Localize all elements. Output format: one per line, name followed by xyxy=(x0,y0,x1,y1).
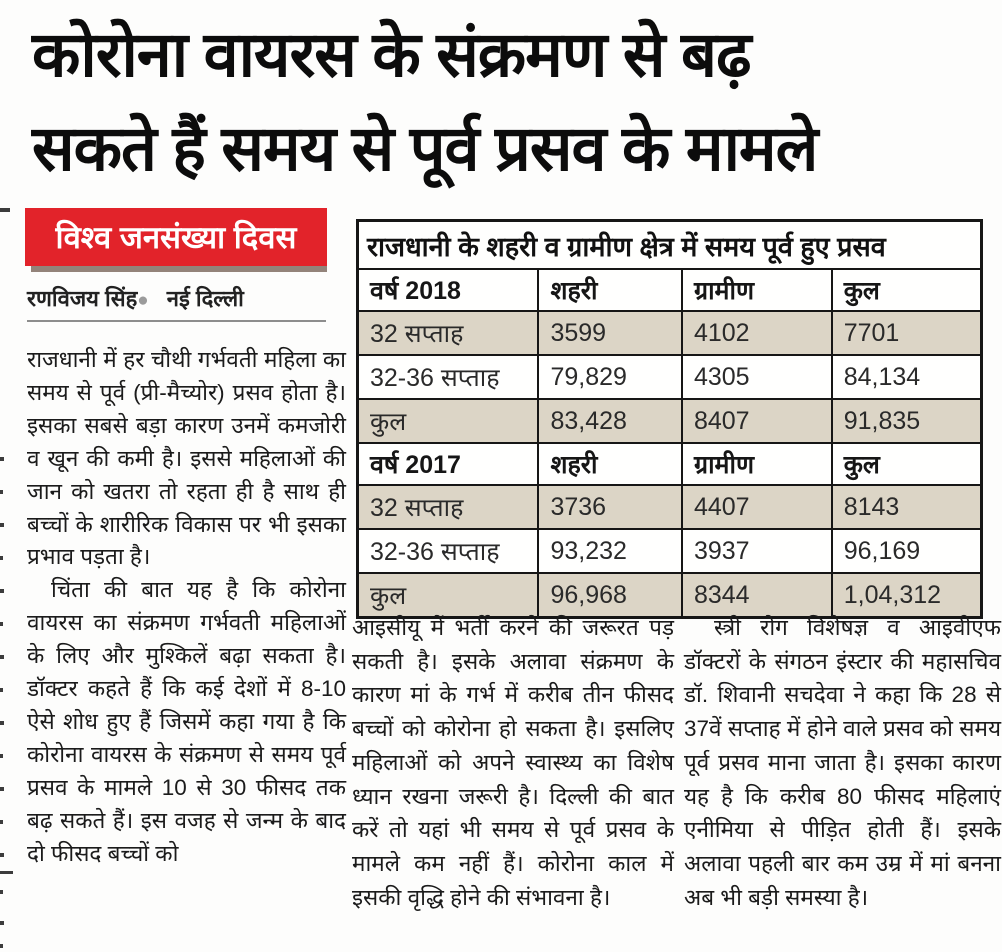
value-cell: 96,968 xyxy=(537,572,683,619)
table-row: 32 सप्ताह 3599 4102 7701 xyxy=(356,310,983,356)
value-cell: 83,428 xyxy=(537,398,683,444)
byline-author: रणविजय सिंह xyxy=(27,286,138,311)
value-cell: 3736 xyxy=(537,484,683,530)
row-label: 32 सप्ताह xyxy=(356,484,540,530)
header-cell: कुल xyxy=(830,268,983,312)
kicker-label: विश्व जनसंख्या दिवस xyxy=(55,220,297,255)
byline-divider xyxy=(27,320,326,322)
kicker-badge: विश्व जनसंख्या दिवस xyxy=(25,208,327,266)
byline-location: नई दिल्ली xyxy=(166,286,244,311)
row-label: 32-36 सप्ताह xyxy=(356,354,540,400)
edge-artifact xyxy=(0,871,13,874)
edge-artifact xyxy=(0,688,3,692)
edge-artifact xyxy=(0,944,3,948)
table-row: 32-36 सप्ताह 93,232 3937 96,169 xyxy=(356,528,983,574)
row-label: कुल xyxy=(356,398,540,444)
edge-artifact xyxy=(0,622,3,626)
middle-column: आइसीयू में भर्ती करने की जरूरत पड़ सकती … xyxy=(352,611,674,914)
header-cell: कुल xyxy=(830,442,983,486)
edge-artifact xyxy=(0,457,4,461)
value-cell: 1,04,312 xyxy=(830,572,983,619)
table-header-row-2018: वर्ष 2018 शहरी ग्रामीण कुल xyxy=(356,268,983,312)
value-cell: 96,169 xyxy=(830,528,983,574)
edge-artifact xyxy=(0,754,3,758)
edge-artifact xyxy=(0,921,4,925)
edge-artifact xyxy=(0,787,4,791)
value-cell: 8344 xyxy=(680,572,833,619)
value-cell: 8143 xyxy=(830,484,983,530)
edge-artifact xyxy=(0,208,10,212)
table-row: 32-36 सप्ताह 79,829 4305 84,134 xyxy=(356,354,983,400)
headline-line-1: कोरोना वायरस के संक्रमण से बढ़ xyxy=(32,20,751,90)
value-cell: 3599 xyxy=(537,310,683,356)
value-cell: 7701 xyxy=(830,310,983,356)
table-header-row-2017: वर्ष 2017 शहरी ग्रामीण कुल xyxy=(356,442,983,486)
row-label: 32-36 सप्ताह xyxy=(356,528,540,574)
value-cell: 8407 xyxy=(680,398,833,444)
header-cell: शहरी xyxy=(537,268,683,312)
row-label: कुल xyxy=(356,572,540,619)
value-cell: 4407 xyxy=(680,484,833,530)
edge-artifact xyxy=(0,523,4,527)
edge-artifact xyxy=(0,820,3,824)
right-column: स्त्री रोग विशेषज्ञ व आइवीएफ डॉक्टरों के… xyxy=(684,611,1001,914)
header-cell: ग्रामीण xyxy=(680,442,833,486)
header-cell: वर्ष 2017 xyxy=(356,442,540,486)
edge-artifact xyxy=(0,890,3,894)
byline-bullet-icon: ● xyxy=(137,290,149,311)
right-paragraph: स्त्री रोग विशेषज्ञ व आइवीएफ डॉक्टरों के… xyxy=(684,615,1001,910)
headline-line-2: सकते हैं समय से पूर्व प्रसव के मामले xyxy=(32,114,818,184)
table-row: कुल 96,968 8344 1,04,312 xyxy=(356,572,983,619)
value-cell: 93,232 xyxy=(537,528,683,574)
value-cell: 79,829 xyxy=(537,354,683,400)
edge-artifact xyxy=(0,490,3,494)
table-row: 32 सप्ताह 3736 4407 8143 xyxy=(356,484,983,530)
value-cell: 91,835 xyxy=(830,398,983,444)
edge-artifact xyxy=(0,721,4,725)
byline: रणविजय सिंह● नई दिल्ली xyxy=(27,283,244,313)
value-cell: 4102 xyxy=(680,310,833,356)
value-cell: 3937 xyxy=(680,528,833,574)
row-label: 32 सप्ताह xyxy=(356,310,540,356)
value-cell: 84,134 xyxy=(830,354,983,400)
left-paragraph-1: राजधानी में हर चौथी गर्भवती महिला का समय… xyxy=(27,347,346,570)
table-title-row: राजधानी के शहरी व ग्रामीण क्षेत्र में सम… xyxy=(356,219,983,270)
edge-artifact xyxy=(0,556,3,560)
header-cell: शहरी xyxy=(537,442,683,486)
left-paragraph-2: चिंता की बात यह है कि कोरोना वायरस का सं… xyxy=(27,577,346,866)
edge-artifact xyxy=(0,853,4,857)
article-headline: कोरोना वायरस के संक्रमण से बढ़ सकते हैं … xyxy=(32,8,984,196)
kicker-badge-shadow xyxy=(31,266,327,272)
premature-births-table: राजधानी के शहरी व ग्रामीण क्षेत्र में सम… xyxy=(356,219,983,619)
header-cell: वर्ष 2018 xyxy=(356,268,540,312)
table-row: कुल 83,428 8407 91,835 xyxy=(356,398,983,444)
header-cell: ग्रामीण xyxy=(680,268,833,312)
table-title: राजधानी के शहरी व ग्रामीण क्षेत्र में सम… xyxy=(356,219,983,270)
edge-artifact xyxy=(0,655,4,659)
left-column: राजधानी में हर चौथी गर्भवती महिला का समय… xyxy=(27,344,346,871)
middle-paragraph: आइसीयू में भर्ती करने की जरूरत पड़ सकती … xyxy=(352,615,674,910)
value-cell: 4305 xyxy=(680,354,833,400)
edge-artifact xyxy=(0,589,4,593)
